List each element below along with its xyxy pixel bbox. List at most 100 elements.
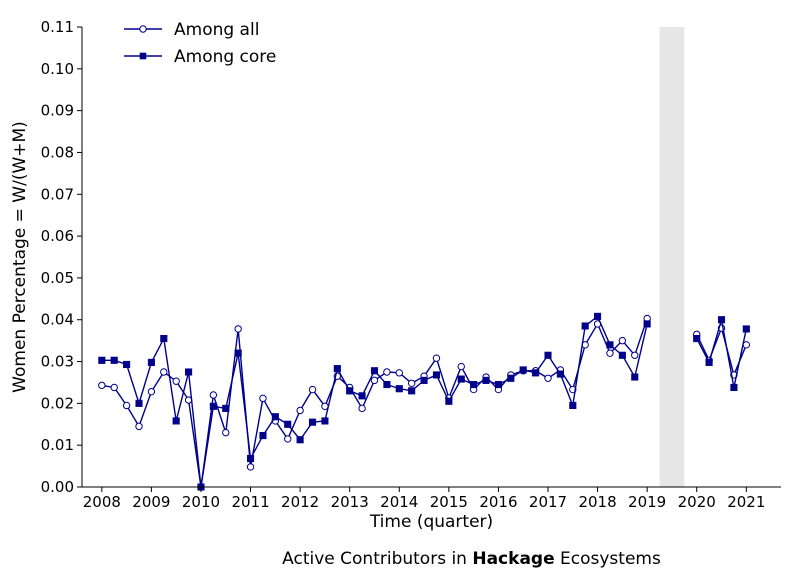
x-tick-label: 2018 [578,493,616,511]
data-point [631,351,639,359]
y-axis-ticks: 0.00 0.01 0.02 0.03 0.04 0.05 0.06 0.07 0.08 0.09… [41,18,82,496]
y-tick-label: 0.09 [41,102,74,120]
data-point [321,417,329,425]
data-point [606,341,614,349]
data-point [631,373,639,381]
data-point [370,367,379,375]
data-point [185,368,193,376]
data-point [284,420,292,428]
data-point [544,374,552,382]
y-tick-label: 0.04 [41,311,74,329]
y-tick-label: 0.06 [41,227,74,245]
data-point [246,463,255,471]
data-point [717,316,726,324]
data-point [705,358,713,366]
shaded-gap-region [659,27,685,487]
data-point [643,320,651,328]
data-point [457,362,465,371]
data-point [346,387,354,395]
data-point [147,358,155,366]
data-point [209,402,217,410]
data-point [284,435,292,443]
data-point [494,380,502,389]
data-point [172,377,180,385]
x-tick-label: 2021 [727,493,765,511]
series-among-core [98,312,750,491]
x-tick-label: 2012 [281,493,319,511]
x-axis-title: Time (quarter) [369,512,493,532]
caption-prefix: Active Contributors in [282,549,472,569]
y-tick-label: 0.00 [41,478,74,496]
x-tick-label: 2008 [83,493,121,511]
y-axis-title: Women Percentage = W/(W+M) [10,121,30,393]
data-point [110,356,118,364]
legend-marker [139,52,147,60]
data-point [110,383,118,392]
y-tick-label: 0.02 [41,394,74,412]
y-tick-label: 0.01 [41,436,74,454]
y-tick-label: 0.03 [41,353,74,371]
x-tick-label: 2014 [380,493,418,511]
data-point [259,394,267,403]
data-point [370,376,379,385]
data-point [432,371,441,379]
data-point [606,349,614,357]
legend-label: Among core [174,47,276,67]
legend-item: Among core [124,47,276,67]
data-point [160,368,168,376]
y-tick-label: 0.10 [41,60,74,78]
data-point [470,380,478,389]
chart-caption: Active Contributors in Hackage Ecosystem… [282,549,661,569]
data-point [333,365,341,373]
data-point [383,368,391,376]
x-tick-label: 2011 [231,493,269,511]
data-point [519,366,527,374]
data-point [618,351,626,359]
legend-item: Among all [124,20,259,40]
caption-suffix: Ecosystems [555,549,661,569]
data-point [98,356,106,364]
x-tick-label: 2017 [529,493,567,511]
data-point [308,418,317,426]
data-point [507,374,515,382]
data-point [581,322,589,330]
data-point [259,432,267,440]
x-tick-label: 2019 [628,493,666,511]
data-point [445,397,453,405]
x-tick-label: 2016 [479,493,517,511]
legend-label: Among all [174,20,259,40]
x-tick-label: 2020 [678,493,716,511]
data-point [123,360,131,369]
data-point [222,404,230,412]
data-point [209,391,218,399]
data-point [395,385,403,393]
data-point [222,428,230,437]
data-point [308,385,317,394]
legend-marker [139,25,147,33]
x-tick-label: 2009 [132,493,170,511]
y-tick-label: 0.08 [41,143,74,161]
data-point [234,325,242,333]
data-point [693,334,701,343]
data-point [358,392,366,400]
data-point [296,406,304,415]
data-point [271,413,279,421]
x-tick-label: 2013 [331,493,369,511]
data-point [98,381,106,390]
y-tick-label: 0.05 [41,269,74,287]
data-point [122,401,131,410]
data-point [594,312,602,320]
data-point [383,380,391,389]
data-point [730,383,738,392]
data-point [420,376,428,384]
data-point [742,325,750,333]
data-point [358,404,366,413]
caption-bold: Hackage [472,549,554,569]
data-point [618,336,627,345]
y-tick-label: 0.07 [41,185,74,203]
data-point [160,334,168,343]
data-point [135,422,143,431]
y-tick-label: 0.11 [41,18,74,36]
data-point [432,354,441,362]
